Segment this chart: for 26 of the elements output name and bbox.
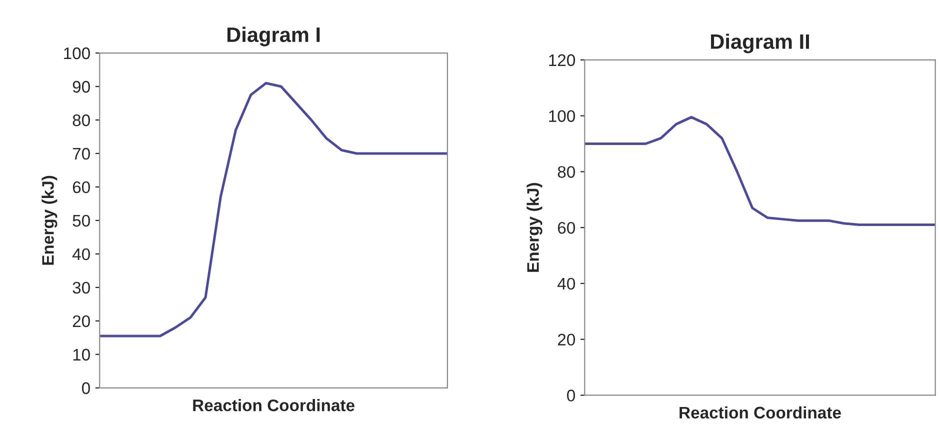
y-tick-label: 90 xyxy=(72,80,90,93)
y-tick-label: 80 xyxy=(72,114,90,126)
line-series xyxy=(100,82,448,338)
y-tick-label: 30 xyxy=(72,282,90,294)
y-tick-label: 0 xyxy=(82,382,90,394)
y-tick-label: 10 xyxy=(73,348,90,361)
y-tick-label: 120 xyxy=(549,54,576,66)
y-tick-label: 50 xyxy=(72,214,90,227)
y-tick-label: 20 xyxy=(558,334,575,346)
y-axis-title: Energy (kJ) xyxy=(42,176,58,265)
y-tick-label: 60 xyxy=(558,222,575,234)
chart-title: Diagram I xyxy=(227,26,320,46)
x-axis-title: Reaction Coordinate xyxy=(680,406,841,419)
y-tick-label: 100 xyxy=(64,47,90,60)
line-series xyxy=(584,116,936,226)
y-tick-label: 40 xyxy=(72,248,90,260)
chart-title: Diagram II xyxy=(711,34,809,54)
y-axis-title: Energy (kJ) xyxy=(526,183,542,272)
y-tick-label: 80 xyxy=(558,166,575,178)
y-tick-label: 0 xyxy=(567,390,575,402)
x-axis-title: Reaction Coordinate xyxy=(193,399,354,412)
y-tick-label: 100 xyxy=(549,110,576,122)
y-tick-label: 40 xyxy=(558,278,575,290)
y-tick-label: 60 xyxy=(72,181,90,194)
y-tick-label: 70 xyxy=(72,148,90,160)
y-tick-label: 20 xyxy=(72,315,90,328)
